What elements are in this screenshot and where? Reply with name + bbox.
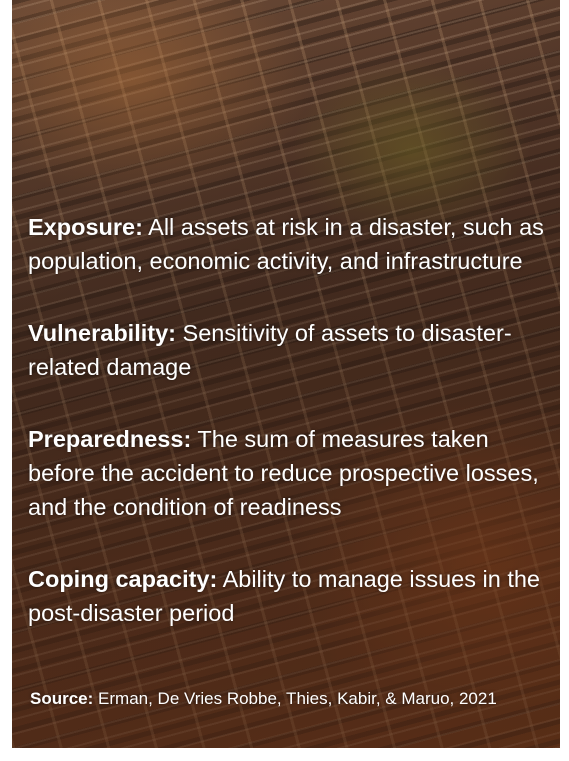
- definition: Vulnerability: Sensitivity of assets to …: [28, 316, 556, 384]
- source-label: Source:: [30, 689, 94, 708]
- definition-term: Preparedness:: [28, 426, 192, 452]
- definition-term: Vulnerability:: [28, 320, 176, 346]
- definition: Exposure: All assets at risk in a disast…: [28, 210, 556, 278]
- definition: Coping capacity: Ability to manage issue…: [28, 562, 556, 630]
- definition-text: All assets at risk in a disaster, such a…: [28, 214, 544, 274]
- definition-text: The sum of measures taken before the acc…: [28, 426, 539, 520]
- definitions: Exposure: All assets at risk in a disast…: [28, 210, 556, 668]
- definition-text: Sensitivity of assets to disaster-relate…: [28, 320, 512, 380]
- definition-text: Ability to manage issues in the post-dis…: [28, 566, 541, 626]
- infographic-card: Exposure: All assets at risk in a disast…: [12, 0, 560, 748]
- definition-term: Coping capacity:: [28, 566, 218, 592]
- definition-term: Exposure:: [28, 214, 143, 240]
- definition: Preparedness: The sum of measures taken …: [28, 422, 556, 524]
- source: Source: Erman, De Vries Robbe, Thies, Ka…: [30, 686, 520, 712]
- source-text: Erman, De Vries Robbe, Thies, Kabir, & M…: [98, 689, 497, 708]
